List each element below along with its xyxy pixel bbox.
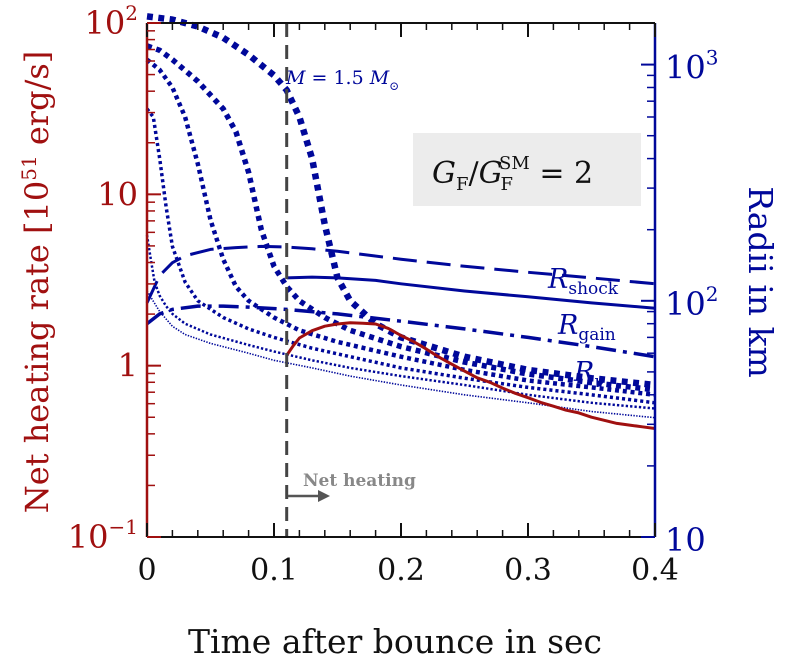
label-r-shock: Rshock	[547, 264, 619, 299]
x-tick-label: 0	[137, 553, 156, 588]
series-line-net-heating-rate	[285, 321, 656, 430]
coupling-box-bg	[413, 133, 641, 206]
series-line-dotted-5	[145, 57, 656, 398]
net-heating-label: Net heating	[303, 471, 416, 491]
series-line-r-gain	[286, 275, 656, 310]
label-r-gain: Rgain	[557, 310, 616, 345]
series-line-r-shock	[145, 244, 656, 304]
coupling-box: GF/GFSM = 2	[413, 133, 641, 206]
x-tick-label: 0.2	[377, 553, 425, 588]
x-tick-label: 0.3	[504, 553, 552, 588]
coupling-box-label: GF/GFSM = 2	[432, 153, 593, 195]
right-tick-label: 102	[665, 282, 718, 323]
left-tick-label: 10	[97, 175, 138, 213]
x-tick-label: 0.1	[250, 553, 298, 588]
right-tick-label: 103	[665, 46, 718, 87]
left-tick-label: 10−1	[68, 515, 138, 556]
mass-label: M = 1.5 M⊙	[285, 67, 399, 93]
label-r-nu: Rν	[573, 357, 605, 392]
left-tick-label: 1	[118, 347, 138, 385]
left-axis-label: Net heating rate [1051 erg/s]	[17, 51, 56, 514]
right-tick-label: 10	[665, 521, 706, 559]
x-tick-label: 0.4	[631, 553, 679, 588]
series-line-dotted-8	[146, 290, 656, 419]
net-heating-arrow-head	[318, 490, 330, 502]
left-tick-label: 102	[85, 1, 138, 42]
ticks-layer: 0 0.1 0.2 0.3 0.4 102 10 1 10−1 103 102 10	[68, 1, 719, 588]
x-axis-label: Time after bounce in sec	[188, 622, 602, 661]
series-line-dotted-7	[145, 234, 656, 410]
series-line-dotted-4	[146, 43, 656, 393]
right-axis-label: Radii in km	[741, 186, 780, 378]
